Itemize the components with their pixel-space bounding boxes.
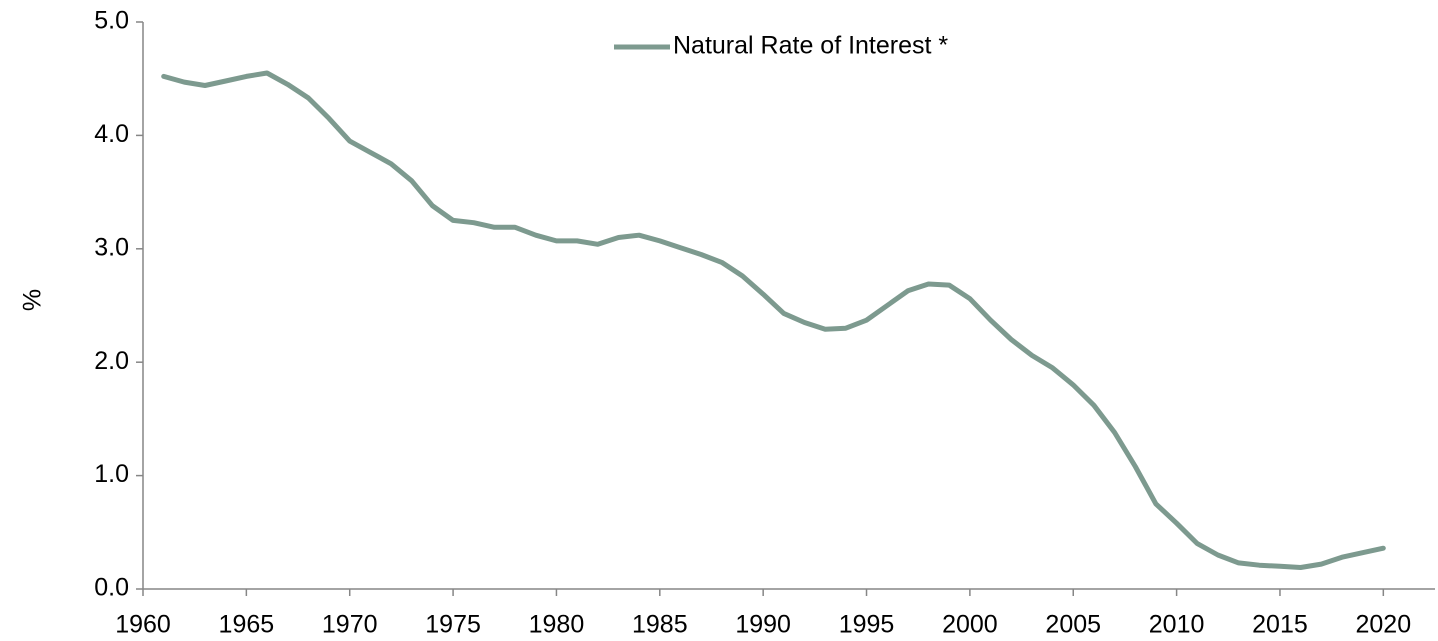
x-tick-label: 2020: [1356, 611, 1412, 639]
y-tick-label: 2.0: [94, 347, 129, 375]
y-tick-label: 5.0: [94, 7, 129, 35]
y-tick-label: 3.0: [94, 233, 129, 261]
x-tick-label: 1995: [839, 611, 895, 639]
x-tick-label: 2005: [1045, 611, 1101, 639]
x-tick-label: 2010: [1149, 611, 1205, 639]
x-tick-label: 1980: [529, 611, 585, 639]
y-tick-label: 0.0: [94, 574, 129, 602]
x-tick-label: 1960: [115, 611, 171, 639]
x-tick-label: 2000: [942, 611, 998, 639]
x-tick-label: 1985: [632, 611, 688, 639]
x-tick-label: 1975: [425, 611, 481, 639]
y-tick-label: 1.0: [94, 460, 129, 488]
legend-label: Natural Rate of Interest *: [673, 32, 948, 60]
x-tick-label: 1990: [735, 611, 791, 639]
y-axis-label: %: [19, 289, 47, 311]
y-tick-label: 4.0: [94, 120, 129, 148]
x-tick-label: 1970: [322, 611, 378, 639]
data-line: [161, 70, 1386, 570]
x-tick-label: 2015: [1252, 611, 1308, 639]
x-tick-label: 1965: [219, 611, 275, 639]
